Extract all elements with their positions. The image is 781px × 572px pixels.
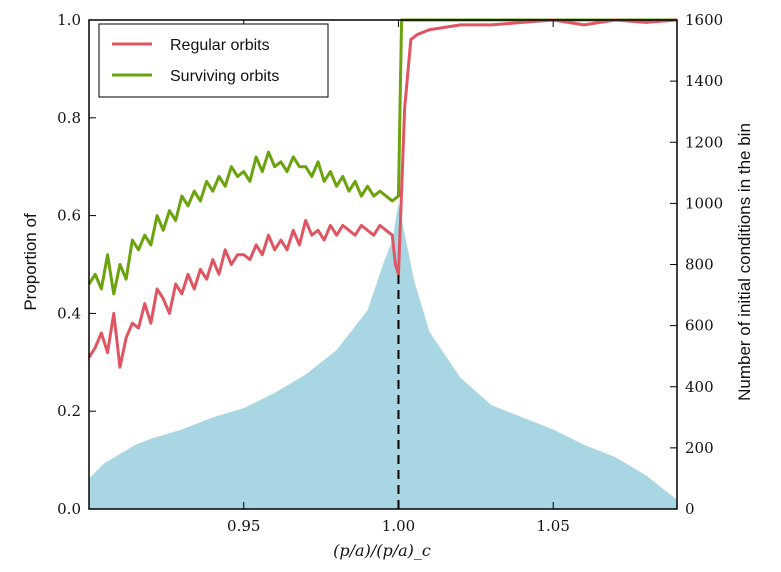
ticks-layer: 0.95 1.00 1.050.00.20.40.60.81.00200400600… (57, 11, 723, 535)
x-tick-label: 1.00 (382, 517, 415, 535)
series-line-surviving (87, 18, 677, 296)
legend: Regular orbits Surviving orbits (98, 23, 329, 98)
y-left-tick-label: 0.8 (57, 109, 81, 127)
y-right-tick-label: 600 (685, 317, 714, 335)
histogram-area (89, 203, 677, 509)
left-axis-title: Proportion of (21, 213, 40, 311)
right-axis-title: Number of initial conditions in the bin (735, 123, 754, 401)
histogram-layer (89, 203, 677, 509)
series-layer (87, 18, 678, 369)
x-tick-label: 0.95 (227, 517, 260, 535)
y-left-tick-label: 0.4 (57, 304, 81, 322)
y-right-tick-label: 1400 (685, 72, 723, 90)
y-right-tick-label: 400 (685, 378, 714, 396)
legend-box (98, 23, 329, 98)
y-left-tick-label: 1.0 (57, 11, 81, 29)
y-right-tick-label: 0 (685, 500, 695, 518)
y-right-tick-label: 1200 (685, 133, 723, 151)
y-left-tick-label: 0.6 (57, 207, 81, 225)
y-left-tick-label: 0.2 (57, 402, 81, 420)
y-right-tick-label: 800 (685, 256, 714, 274)
y-right-tick-label: 1600 (685, 11, 723, 29)
x-tick-label: 1.05 (537, 517, 570, 535)
y-left-tick-label: 0.0 (57, 500, 81, 518)
x-axis-title: (p/a)/(p/a)_c (333, 541, 431, 560)
legend-label-regular: Regular orbits (170, 37, 270, 54)
y-right-tick-label: 200 (685, 439, 714, 457)
y-right-tick-label: 1000 (685, 194, 723, 212)
legend-label-surviving: Surviving orbits (170, 68, 279, 85)
series-line-regular (87, 18, 678, 369)
